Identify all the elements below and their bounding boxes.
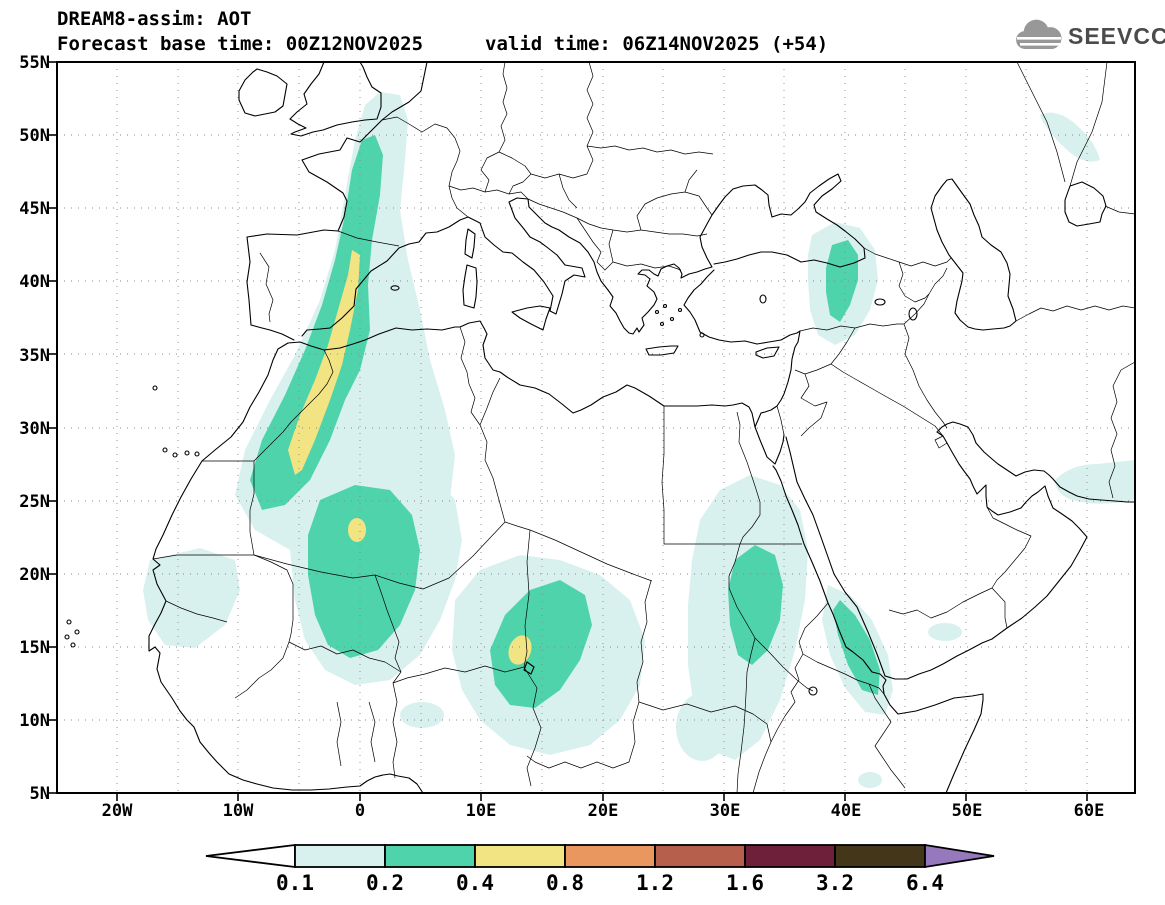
lon-label: 20W	[101, 801, 133, 821]
country-borders	[152, 61, 1136, 794]
aot-region-cyan	[676, 693, 728, 761]
forecast-base-time: Forecast base time: 00Z12NOV2025	[57, 33, 424, 55]
colorbar-label: 1.6	[726, 871, 764, 895]
aot-region-cyan	[1040, 112, 1100, 162]
lon-label: 30E	[709, 801, 741, 821]
coastlines	[64, 61, 1136, 794]
aot-region-teal	[728, 545, 783, 665]
colorbar-label: 0.2	[366, 871, 404, 895]
map-plot	[49, 61, 1136, 801]
colorbar-label: 0.1	[276, 871, 314, 895]
colorbar-segment	[564, 844, 656, 868]
aot-region-cyan	[1055, 460, 1135, 504]
aot-region-yellow	[348, 518, 366, 542]
valid-time: valid time: 06Z14NOV2025 (+54)	[485, 33, 829, 55]
lat-label: 5N	[29, 784, 50, 804]
lat-label: 30N	[19, 419, 50, 439]
colorbar-label: 3.2	[816, 871, 854, 895]
lon-label: 20E	[587, 801, 619, 821]
aot-region-cyan	[858, 772, 882, 788]
colorbar-label: 6.4	[906, 871, 944, 895]
colorbar-segment	[834, 844, 926, 868]
lat-label: 10N	[19, 711, 50, 731]
lon-label: 50E	[951, 801, 983, 821]
lat-label: 35N	[19, 346, 50, 366]
lat-label: 55N	[19, 53, 50, 73]
lon-label: 60E	[1073, 801, 1105, 821]
plot-subtitle: Forecast base time: 00Z12NOV2025 valid ti…	[57, 33, 828, 55]
map-frame	[56, 61, 1136, 794]
lat-label: 25N	[19, 492, 50, 512]
colorbar-label: 1.2	[636, 871, 674, 895]
aot-region-yellow	[288, 250, 360, 475]
lon-label: 40E	[830, 801, 862, 821]
colorbar-segment	[474, 844, 566, 868]
colorbar-label: 0.8	[546, 871, 584, 895]
colorbar-left-arrow	[205, 843, 296, 869]
aot-region-cyan	[928, 623, 962, 641]
lon-label: 0	[354, 801, 366, 821]
colorbar-segment	[294, 844, 386, 868]
aot-region-cyan	[400, 702, 444, 728]
colorbar-segment	[654, 844, 746, 868]
logo-text: SEEVCCC	[1068, 22, 1165, 49]
lat-label: 50N	[19, 126, 50, 146]
aot-region-teal	[250, 135, 383, 510]
plot-title: DREAM8-assim: AOT	[57, 8, 252, 30]
colorbar-segment	[744, 844, 836, 868]
aot-fill-layer	[143, 92, 1135, 788]
colorbar	[205, 843, 995, 869]
colorbar-label: 0.4	[456, 871, 494, 895]
aot-region-teal	[308, 485, 420, 658]
aot-region-cyan	[143, 548, 240, 648]
lat-label: 40N	[19, 272, 50, 292]
seevccc-logo: SEEVCCC	[1014, 18, 1165, 54]
aot-region-teal	[490, 580, 592, 708]
lat-label: 20N	[19, 565, 50, 585]
lon-label: 10E	[465, 801, 497, 821]
lat-label: 15N	[19, 638, 50, 658]
aot-region-teal	[833, 600, 880, 695]
lat-label: 45N	[19, 199, 50, 219]
colorbar-right-arrow	[924, 843, 995, 869]
graticule-grid	[57, 62, 1135, 793]
axis-ticks	[49, 61, 1088, 801]
lon-label: 10W	[222, 801, 254, 821]
colorbar-segment	[384, 844, 476, 868]
cloud-icon	[1016, 19, 1062, 49]
